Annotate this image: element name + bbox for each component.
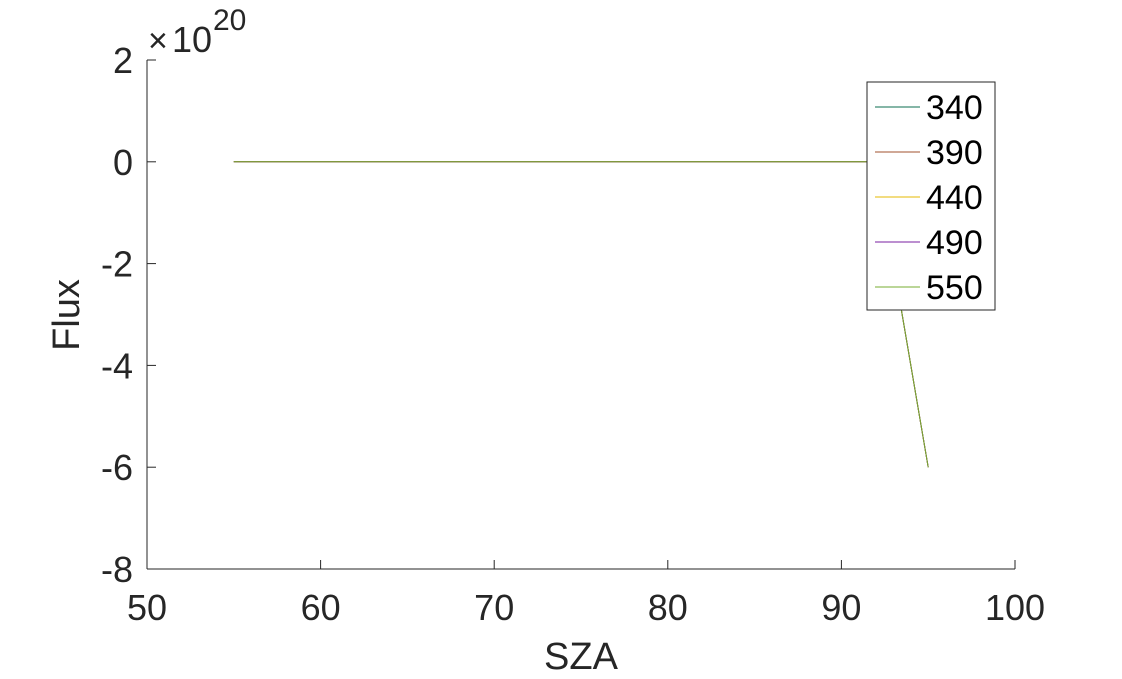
y-tick-label: -2: [101, 244, 133, 285]
x-tick-label: 70: [474, 587, 514, 628]
y-tick-label: -4: [101, 345, 133, 386]
legend-label-390: 390: [926, 134, 983, 172]
series-line-390: [233, 161, 929, 468]
legend-label-340: 340: [926, 89, 983, 127]
y-tick-label: -6: [101, 447, 133, 488]
y-exponent-base: 10: [172, 19, 212, 60]
y-exponent-power: 20: [213, 4, 246, 37]
y-axis-label: Flux: [46, 279, 88, 351]
series-line-440: [233, 161, 929, 468]
series-line-340: [233, 161, 929, 468]
y-tick-label: -8: [101, 549, 133, 590]
legend-label-550: 550: [926, 269, 983, 307]
legend-label-490: 490: [926, 224, 983, 262]
x-tick-label: 50: [127, 587, 167, 628]
x-tick-label: 100: [985, 587, 1045, 628]
y-tick-label: 2: [113, 40, 133, 81]
legend: 340 390 440 490 550: [866, 81, 996, 311]
y-axis-ticks: -8 -6 -4 -2 0 2: [101, 40, 156, 590]
series-line-550: [233, 161, 929, 468]
x-tick-label: 90: [821, 587, 861, 628]
x-axis-label: SZA: [544, 636, 619, 678]
series-line-490: [233, 161, 929, 468]
y-axis-exponent: × 10 20: [148, 4, 246, 60]
y-tick-label: 0: [113, 142, 133, 183]
legend-label-440: 440: [926, 179, 983, 217]
x-axis-ticks: 50 60 70 80 90 100: [127, 560, 1045, 628]
x-tick-label: 80: [648, 587, 688, 628]
y-exponent-times: ×: [148, 22, 168, 60]
axes: [146, 60, 1015, 570]
series-lines: [233, 161, 929, 468]
x-tick-label: 60: [301, 587, 341, 628]
legend-box: [866, 81, 996, 311]
